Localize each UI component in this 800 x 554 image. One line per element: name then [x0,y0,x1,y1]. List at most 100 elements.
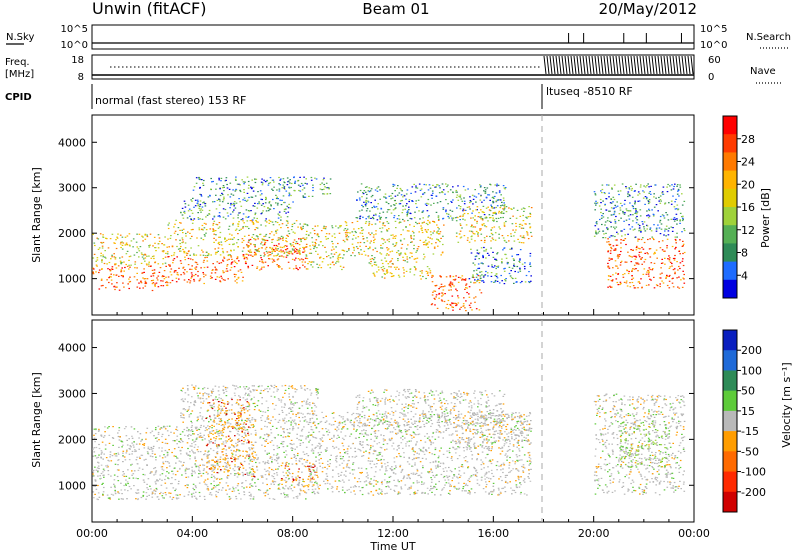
range-gate-cell [264,181,267,183]
range-gate-cell [176,272,179,274]
range-gate-cell [668,287,671,289]
range-gate-cell [253,251,256,253]
range-gate-cell [451,217,453,219]
range-gate-cell [373,239,375,242]
range-gate-cell [287,496,289,498]
range-gate-cell [292,201,294,203]
range-gate-cell [314,404,316,407]
range-gate-cell [468,206,471,208]
range-gate-cell [189,215,191,217]
range-gate-cell [411,200,413,202]
range-gate-cell [163,425,165,427]
range-gate-cell [195,385,197,387]
range-gate-cell [131,437,134,439]
range-gate-cell [125,243,128,245]
range-gate-cell [195,491,197,493]
range-gate-cell [399,203,402,205]
range-gate-cell [503,225,506,227]
range-gate-cell [270,429,272,431]
range-gate-cell [457,281,460,283]
range-gate-cell [530,280,532,282]
range-gate-cell [228,409,231,411]
range-gate-cell [290,186,292,189]
range-gate-cell [242,213,245,215]
range-gate-cell [251,264,254,266]
range-gate-cell [235,274,237,276]
range-gate-cell [165,494,167,496]
range-gate-cell [203,276,205,278]
range-gate-cell [285,496,287,498]
range-gate-cell [137,469,140,471]
range-gate-cell [289,207,292,209]
range-gate-cell [259,233,262,235]
range-gate-cell [658,196,660,199]
range-gate-cell [628,218,631,220]
range-gate-cell [170,255,173,257]
range-gate-cell [207,196,210,198]
range-gate-cell [262,482,264,484]
range-gate-cell [212,390,215,392]
range-gate-cell [324,246,326,248]
range-gate-cell [608,241,610,243]
range-gate-cell [309,232,312,234]
range-gate-cell [651,236,653,238]
range-gate-cell [527,216,530,218]
range-gate-cell [234,394,236,397]
range-gate-cell [136,492,138,494]
range-gate-cell [287,487,289,489]
range-gate-cell [302,196,305,198]
range-gate-cell [259,260,261,262]
range-gate-cell [625,261,628,263]
range-gate-cell [193,441,195,443]
power-xticks [91,309,695,315]
range-gate-cell [121,236,124,238]
range-gate-cell [148,263,150,265]
range-gate-cell [212,464,215,466]
range-gate-cell [452,302,455,304]
range-gate-cell [304,257,307,259]
range-gate-cell [608,196,610,198]
range-gate-cell [286,494,289,496]
range-gate-cell [131,435,133,437]
range-gate-cell [473,282,475,284]
range-gate-cell [158,439,160,441]
range-gate-cell [386,253,388,255]
range-gate-cell [254,246,256,248]
range-gate-cell [182,387,184,389]
range-gate-cell [673,217,676,219]
range-gate-cell [631,226,634,228]
range-gate-cell [275,454,278,457]
range-gate-cell [394,190,396,192]
range-gate-cell [182,266,185,268]
range-gate-cell [126,265,129,267]
range-gate-cell [623,273,626,275]
range-gate-cell [115,286,117,288]
range-gate-cell [612,279,614,281]
range-gate-cell [215,396,217,398]
range-gate-cell [483,237,486,239]
range-gate-cell [248,184,250,186]
range-gate-cell [123,261,125,263]
range-gate-cell [301,463,304,465]
range-gate-cell [275,468,277,470]
range-gate-cell [665,235,667,237]
range-gate-cell [325,187,328,189]
range-gate-cell [653,262,656,264]
range-gate-cell [614,228,616,230]
range-gate-cell [298,189,300,192]
range-gate-cell [449,281,452,283]
range-gate-cell [208,462,210,464]
range-gate-cell [158,237,161,239]
range-gate-cell [232,468,234,470]
range-gate-cell [104,256,106,258]
range-gate-cell [216,453,219,455]
range-gate-cell [395,268,397,270]
range-gate-cell [445,199,447,201]
range-gate-cell [420,225,422,227]
range-gate-cell [125,253,128,255]
range-gate-cell [248,210,251,212]
range-gate-cell [683,251,686,254]
range-gate-cell [285,454,288,456]
range-gate-cell [168,246,170,248]
range-gate-cell [224,462,226,464]
